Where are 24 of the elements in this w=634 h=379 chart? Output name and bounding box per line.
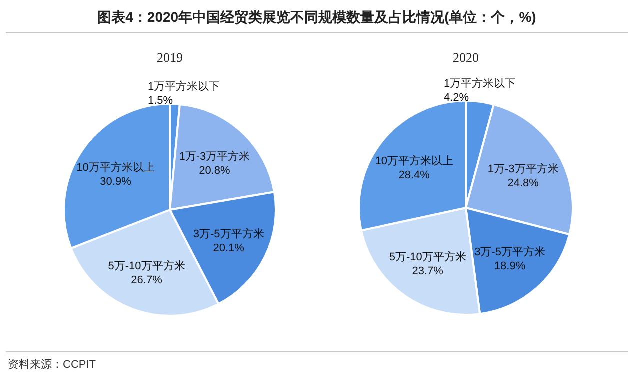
- data-label: 1.5%: [148, 95, 174, 107]
- data-label: 20.1%: [213, 242, 245, 254]
- slice-label: 1万-3万平方米: [179, 150, 250, 163]
- slice-label: 5万-10万平方米: [108, 259, 186, 272]
- slice-label: 1万平方米以下: [444, 77, 516, 90]
- slice-label: 10万平方米以上: [76, 160, 155, 174]
- slice-label: 5万-10万平方米: [389, 250, 466, 264]
- data-label: 4.2%: [444, 92, 470, 104]
- data-label: 30.9%: [100, 176, 132, 188]
- slice-label: 1万-3万平方米: [488, 162, 559, 176]
- text: 资料来源：CCPIT: [8, 358, 96, 371]
- text: 图表4：2020年中国经贸类展览不同规模数量及占比情况(单位：个，%): [98, 9, 536, 25]
- data-label: 24.8%: [508, 178, 540, 190]
- slice-label: 10万平方米以上: [375, 154, 454, 168]
- data-label: 20.8%: [199, 164, 230, 177]
- data-label: 18.9%: [494, 260, 526, 273]
- chart-subtitle: 2019: [157, 50, 183, 65]
- chart-subtitle: 2020: [453, 50, 479, 65]
- data-label: 23.7%: [412, 265, 444, 278]
- slice-label: 3万-5万平方米: [193, 227, 264, 240]
- slice-label: 3万-5万平方米: [474, 246, 546, 259]
- slice-label: 1万平方米以下: [148, 80, 220, 93]
- data-label: 28.4%: [398, 169, 430, 182]
- data-label: 26.7%: [131, 274, 163, 286]
